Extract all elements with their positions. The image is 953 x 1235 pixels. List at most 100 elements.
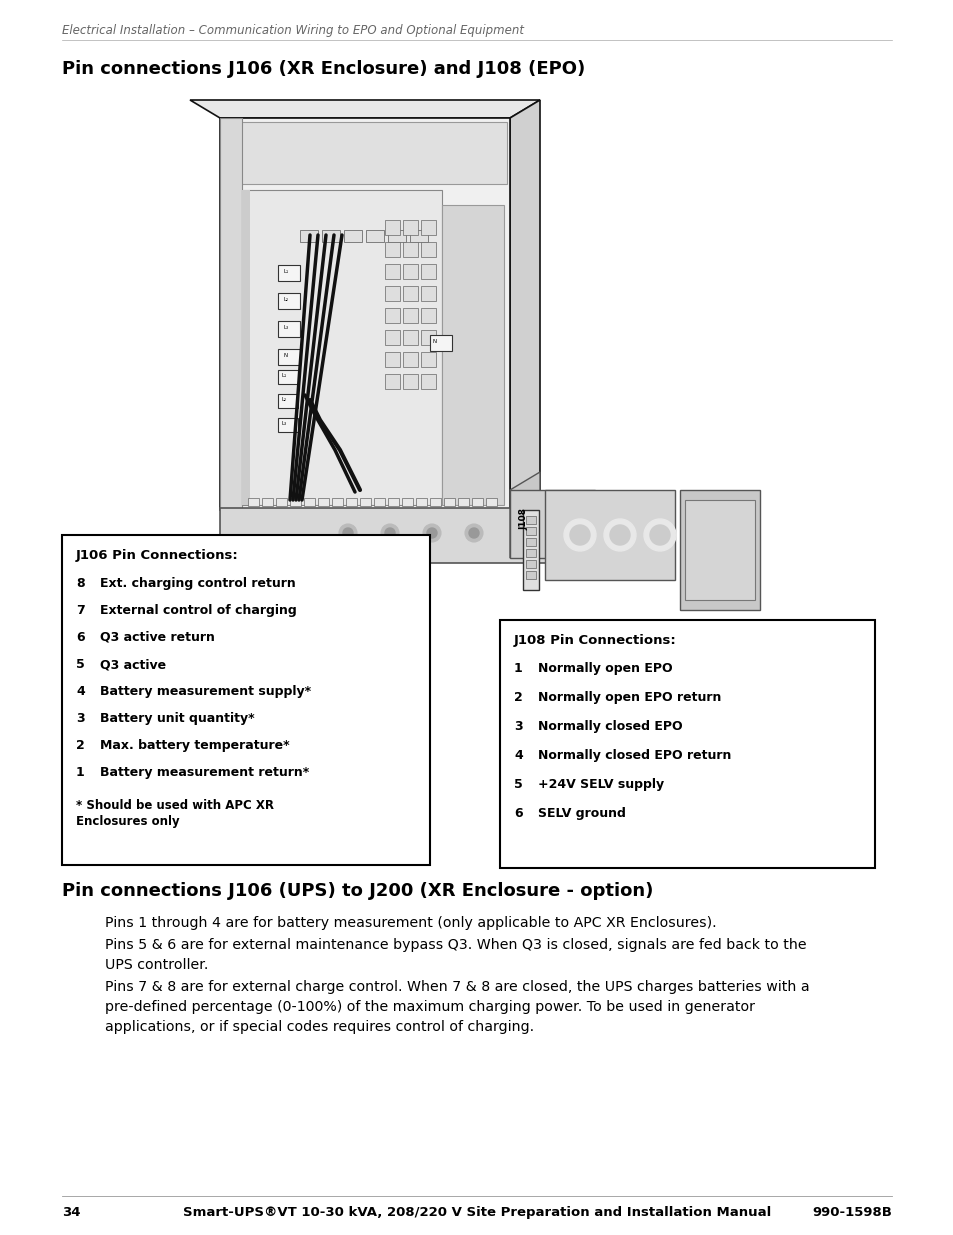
Text: 2: 2 [514, 692, 522, 704]
Circle shape [380, 524, 398, 542]
Bar [525, 559, 536, 568]
Bar [277, 293, 299, 309]
Bar [485, 498, 497, 506]
Text: 6: 6 [76, 631, 85, 643]
Text: Normally open EPO: Normally open EPO [537, 662, 672, 676]
Circle shape [427, 529, 436, 538]
Bar [385, 558, 427, 613]
Bar [344, 230, 361, 242]
Text: 990-1598B: 990-1598B [811, 1207, 891, 1219]
Bar [277, 321, 299, 337]
Bar [322, 230, 339, 242]
Bar [277, 394, 297, 408]
Bar [544, 490, 675, 580]
Bar [510, 490, 595, 558]
Bar [62, 535, 430, 864]
Circle shape [569, 525, 589, 545]
Bar [525, 527, 536, 535]
Text: Q3 active return: Q3 active return [100, 631, 214, 643]
Bar [390, 564, 397, 572]
Text: 3: 3 [76, 713, 85, 725]
Text: Normally open EPO return: Normally open EPO return [537, 692, 720, 704]
Bar [402, 352, 417, 367]
Text: N: N [433, 338, 436, 345]
Bar [385, 374, 399, 389]
Circle shape [649, 525, 669, 545]
Circle shape [343, 529, 353, 538]
Text: L₁: L₁ [284, 269, 289, 274]
Bar [499, 620, 874, 868]
Text: Normally closed EPO: Normally closed EPO [537, 720, 682, 734]
Text: Max. battery temperature*: Max. battery temperature* [100, 739, 290, 752]
Text: Smart-UPS®VT 10-30 kVA, 208/220 V Site Preparation and Installation Manual: Smart-UPS®VT 10-30 kVA, 208/220 V Site P… [183, 1207, 770, 1219]
Bar [472, 498, 482, 506]
Bar [220, 119, 510, 510]
Bar [277, 350, 299, 366]
Bar [346, 498, 356, 506]
Bar [525, 538, 536, 546]
Text: 8: 8 [76, 577, 85, 590]
Bar [525, 571, 536, 579]
Bar [242, 190, 441, 505]
Text: L₃: L₃ [284, 325, 289, 330]
Circle shape [469, 529, 478, 538]
Text: 7: 7 [76, 604, 85, 618]
Bar [390, 598, 397, 605]
Bar [304, 498, 314, 506]
Bar [402, 374, 417, 389]
Bar [359, 498, 371, 506]
Bar [684, 500, 754, 600]
Bar [402, 287, 417, 301]
Text: J106 Pin Connections:: J106 Pin Connections: [76, 550, 238, 562]
Bar [403, 576, 412, 583]
Bar [275, 498, 287, 506]
Bar [420, 287, 436, 301]
Bar [385, 242, 399, 257]
Bar [299, 230, 317, 242]
Bar [290, 498, 301, 506]
Polygon shape [510, 100, 539, 510]
Bar [402, 308, 417, 324]
Bar [390, 576, 397, 583]
Bar [366, 230, 384, 242]
Bar [388, 230, 406, 242]
Circle shape [422, 524, 440, 542]
Text: L₂: L₂ [284, 296, 289, 303]
Bar [443, 498, 455, 506]
Bar [416, 498, 427, 506]
Bar [525, 550, 536, 557]
Text: L₁: L₁ [282, 373, 287, 378]
Text: Battery measurement return*: Battery measurement return* [100, 766, 309, 779]
Bar [420, 242, 436, 257]
Bar [420, 330, 436, 345]
Bar [388, 498, 398, 506]
Bar [420, 220, 436, 235]
Bar [385, 220, 399, 235]
Bar [385, 308, 399, 324]
Text: pre-defined percentage (0-100%) of the maximum charging power. To be used in gen: pre-defined percentage (0-100%) of the m… [105, 1000, 754, 1014]
Bar [402, 330, 417, 345]
Polygon shape [190, 100, 539, 119]
Text: Ext. charging control return: Ext. charging control return [100, 577, 295, 590]
Text: * Should be used with APC XR: * Should be used with APC XR [76, 799, 274, 811]
Text: Electrical Installation – Communication Wiring to EPO and Optional Equipment: Electrical Installation – Communication … [62, 23, 523, 37]
Text: External control of charging: External control of charging [100, 604, 296, 618]
Bar [277, 417, 297, 432]
Text: J108: J108 [518, 508, 527, 530]
Bar [277, 370, 297, 384]
Bar [522, 510, 538, 590]
Text: 1: 1 [514, 662, 522, 676]
Bar [277, 266, 299, 282]
Text: 34: 34 [62, 1207, 80, 1219]
Circle shape [338, 524, 356, 542]
Bar [420, 374, 436, 389]
Bar [385, 287, 399, 301]
Text: 2: 2 [76, 739, 85, 752]
Text: Pin connections J106 (XR Enclosure) and J108 (EPO): Pin connections J106 (XR Enclosure) and … [62, 61, 584, 78]
Bar [402, 220, 417, 235]
Bar [402, 242, 417, 257]
Bar [317, 498, 329, 506]
Bar [220, 119, 242, 510]
Text: L₂: L₂ [282, 396, 287, 403]
Text: 5: 5 [76, 658, 85, 671]
